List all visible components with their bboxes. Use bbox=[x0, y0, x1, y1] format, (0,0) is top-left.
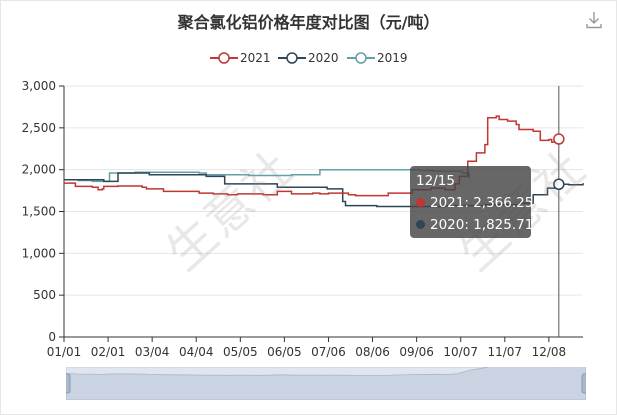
x-tick-label: 11/07 bbox=[487, 345, 522, 359]
tooltip-row-2021: 2021: 2,366.25 bbox=[416, 192, 534, 214]
download-icon[interactable] bbox=[585, 11, 603, 29]
x-tick-label: 07/06 bbox=[311, 345, 346, 359]
x-tick-label: 09/06 bbox=[399, 345, 434, 359]
x-tick-label: 05/05 bbox=[223, 345, 258, 359]
zoom-preview-area bbox=[66, 367, 586, 400]
legend-item-2020[interactable]: 2020 bbox=[278, 50, 348, 66]
x-tick-label: 12/08 bbox=[532, 345, 567, 359]
data-zoom-slider[interactable] bbox=[66, 367, 586, 400]
x-tick-label: 02/01 bbox=[91, 345, 126, 359]
tooltip-value-2021: 2021: 2,366.25 bbox=[430, 195, 534, 211]
hover-marker-2021 bbox=[553, 133, 565, 145]
zoom-handle-right[interactable] bbox=[581, 373, 586, 394]
tooltip-dot-2021 bbox=[416, 198, 425, 207]
x-tick-label: 06/05 bbox=[267, 345, 302, 359]
legend-symbol-2021 bbox=[210, 52, 238, 64]
tooltip: 12/15 2021: 2,366.25 2020: 1,825.71 bbox=[410, 166, 534, 238]
legend-label-2019: 2019 bbox=[377, 51, 408, 65]
legend-symbol-2019 bbox=[347, 52, 375, 64]
chart-title: 聚合氯化铝价格年度对比图（元/吨） bbox=[177, 13, 440, 32]
chart-legend: 2021 2020 2019 bbox=[0, 50, 617, 66]
x-axis-ticks: 01/01 02/01 03/04 04/04 05/05 06/05 07/06 08/06… bbox=[47, 337, 566, 359]
tooltip-value-2020: 2020: 1,825.71 bbox=[430, 217, 534, 233]
tooltip-row-2020: 2020: 1,825.71 bbox=[416, 214, 534, 236]
y-tick-label: 2,000 bbox=[22, 163, 56, 177]
tooltip-dot-2020 bbox=[416, 220, 425, 229]
series-line-2021 bbox=[64, 115, 559, 197]
y-tick-label: 1,500 bbox=[22, 205, 56, 219]
x-tick-label: 10/07 bbox=[443, 345, 478, 359]
legend-symbol-2020 bbox=[278, 52, 306, 64]
legend-label-2021: 2021 bbox=[240, 51, 271, 65]
y-tick-label: 1,000 bbox=[22, 246, 56, 260]
legend-item-2021[interactable]: 2021 bbox=[210, 50, 280, 66]
y-tick-label: 500 bbox=[33, 288, 56, 302]
x-tick-label: 03/04 bbox=[135, 345, 170, 359]
hover-markers bbox=[553, 133, 565, 190]
zoom-handle-left[interactable] bbox=[66, 373, 71, 394]
legend-label-2020: 2020 bbox=[308, 51, 339, 65]
y-tick-label: 0 bbox=[48, 330, 56, 344]
y-tick-label: 2,500 bbox=[22, 121, 56, 135]
x-tick-label: 08/06 bbox=[355, 345, 390, 359]
series-line-2020 bbox=[64, 172, 584, 208]
hover-marker-2020 bbox=[553, 178, 565, 190]
y-axis-ticks: 0 500 1,000 1,500 2,000 2,500 3,000 bbox=[22, 79, 64, 344]
y-tick-label: 3,000 bbox=[22, 79, 56, 93]
x-tick-label: 01/01 bbox=[47, 345, 82, 359]
tooltip-date: 12/15 bbox=[416, 173, 455, 189]
legend-item-2019[interactable]: 2019 bbox=[347, 50, 417, 66]
x-tick-label: 04/04 bbox=[179, 345, 214, 359]
